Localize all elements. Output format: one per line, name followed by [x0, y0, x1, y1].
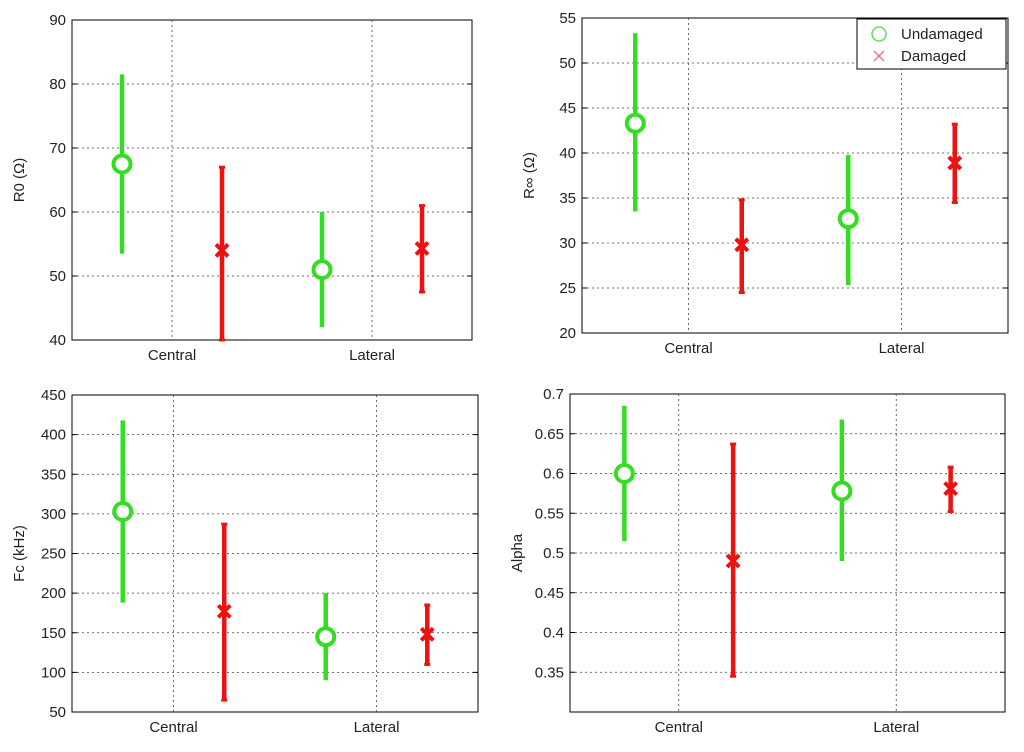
chart-panel-2: 20 25 30 35 40 45 50 55 Central Lateral R∞ (Ω) Unda…: [521, 10, 1009, 357]
y-tick-label: 35: [559, 190, 576, 207]
chart-panel-1: 40 50 60 70 80 90 Central Lateral R0 (Ω): [11, 12, 473, 364]
y-tick-label: 45: [559, 100, 576, 117]
y-tick-label: 90: [49, 12, 66, 29]
mean-marker-undamaged-central: [624, 112, 646, 134]
y-tick-label: 25: [559, 280, 576, 297]
mean-marker-undamaged-lateral: [837, 208, 859, 230]
mean-marker-damaged-lateral: [419, 626, 435, 642]
mean-marker-undamaged-lateral: [311, 259, 333, 281]
x-tick-label: Lateral: [873, 719, 919, 736]
y-tick-label: 60: [49, 204, 66, 221]
mean-marker-undamaged-lateral: [315, 626, 337, 648]
y-tick-label: 100: [41, 664, 66, 681]
y-tick-label: 40: [559, 145, 576, 162]
mean-marker-undamaged-central: [112, 500, 134, 522]
legend-x-icon: [873, 50, 885, 62]
x-tick-label: Lateral: [879, 340, 925, 357]
x-tick-label: Lateral: [354, 719, 400, 736]
mean-marker-undamaged-central: [111, 153, 133, 175]
mean-marker-damaged-lateral: [414, 241, 430, 256]
mean-marker-damaged-lateral: [947, 155, 963, 171]
x-tick-label: Central: [655, 719, 703, 736]
y-tick-label: 30: [559, 235, 576, 252]
y-axis-label: R∞ (Ω): [521, 152, 538, 199]
y-tick-label: 0.5: [543, 545, 564, 562]
mean-marker-undamaged-central: [613, 463, 635, 484]
x-tick-label: Central: [148, 347, 196, 364]
y-tick-label: 0.4: [543, 625, 564, 642]
mean-marker-damaged-central: [216, 603, 232, 619]
y-axis-label: Alpha: [509, 533, 526, 572]
y-tick-label: 350: [41, 466, 66, 483]
legend-label: Damaged: [901, 48, 966, 65]
y-tick-label: 0.55: [535, 505, 564, 522]
y-tick-label: 300: [41, 506, 66, 523]
legend-circle-icon: [871, 26, 887, 42]
mean-marker-damaged-central: [734, 237, 750, 253]
y-tick-label: 250: [41, 546, 66, 563]
axes-box: [71, 19, 473, 341]
chart-panel-4: 0.35 0.4 0.45 0.5 0.55 0.6 0.65 0.7 Central Later…: [509, 386, 1006, 736]
y-tick-label: 0.35: [535, 664, 564, 681]
y-tick-label: 0.65: [535, 426, 564, 443]
y-tick-label: 20: [559, 325, 576, 342]
x-tick-label: Central: [149, 719, 197, 736]
mean-marker-damaged-lateral: [943, 481, 959, 497]
chart-panel-3: 50 100 150 200 250 300 350 400 450 Central Lateral…: [11, 387, 479, 736]
y-tick-label: 150: [41, 625, 66, 642]
mean-marker-damaged-central: [214, 242, 230, 258]
y-tick-label: 80: [49, 76, 66, 93]
mean-marker-damaged-central: [725, 553, 741, 569]
mean-marker-undamaged-lateral: [831, 480, 853, 502]
axes-box: [569, 393, 1006, 713]
legend-label: Undamaged: [901, 26, 983, 43]
axes-box: [71, 394, 479, 713]
y-tick-label: 50: [559, 55, 576, 72]
y-tick-label: 400: [41, 427, 66, 444]
y-tick-label: 55: [559, 10, 576, 27]
axes-box: [581, 17, 1009, 334]
y-tick-label: 0.45: [535, 585, 564, 602]
y-tick-label: 450: [41, 387, 66, 404]
y-axis-label: Fc (kHz): [11, 525, 28, 582]
x-tick-label: Central: [664, 340, 712, 357]
y-tick-label: 0.6: [543, 466, 564, 483]
y-tick-label: 50: [49, 704, 66, 721]
y-axis-label: R0 (Ω): [11, 158, 28, 203]
legend: Undamaged Damaged: [856, 18, 1007, 70]
y-tick-label: 0.7: [543, 386, 564, 403]
y-tick-label: 70: [49, 140, 66, 157]
y-tick-label: 40: [49, 332, 66, 349]
y-tick-label: 200: [41, 585, 66, 602]
x-tick-label: Lateral: [349, 347, 395, 364]
y-tick-label: 50: [49, 268, 66, 285]
